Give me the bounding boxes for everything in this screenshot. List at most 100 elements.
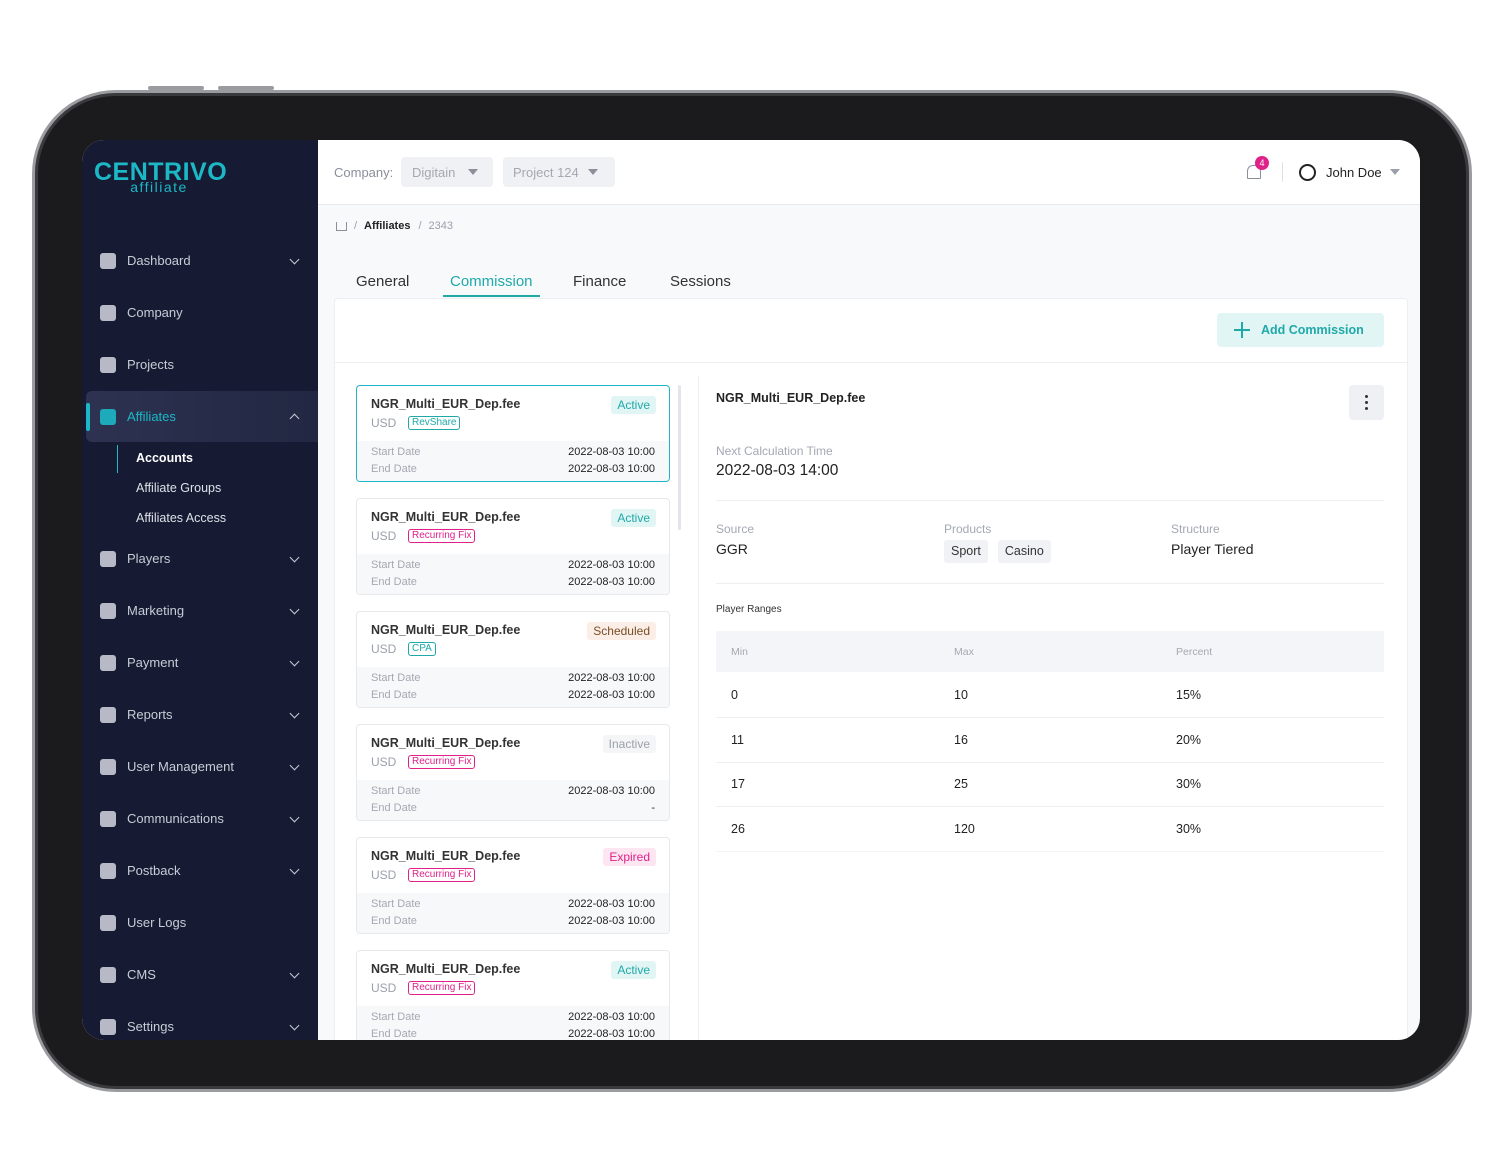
menu-icon xyxy=(100,811,116,827)
table-cell: 25 xyxy=(954,777,968,792)
divider xyxy=(1282,162,1283,182)
menu-item[interactable]: CMS xyxy=(127,967,156,982)
submenu-item[interactable]: Accounts xyxy=(136,451,193,465)
products-label: Products xyxy=(944,522,992,536)
menu-item[interactable]: Company xyxy=(127,305,183,320)
chevron xyxy=(289,552,300,563)
end-label: End Date xyxy=(371,576,417,588)
header xyxy=(318,140,1420,205)
commission-card[interactable]: NGR_Multi_EUR_Dep.fee Expired USD Recurring… xyxy=(356,837,670,934)
chevron xyxy=(289,254,300,265)
end-label: End Date xyxy=(371,915,417,927)
commission-name: NGR_Multi_EUR_Dep.fee xyxy=(371,397,521,411)
end-label: End Date xyxy=(371,1028,417,1040)
tab[interactable]: General xyxy=(356,273,410,290)
menu-item[interactable]: Projects xyxy=(127,357,174,372)
user-icon xyxy=(1299,164,1316,181)
type-tag: Recurring Fix xyxy=(408,868,476,882)
chevron xyxy=(289,604,300,615)
start-label: Start Date xyxy=(371,1011,421,1023)
type-tag: Recurring Fix xyxy=(408,981,476,995)
row-divider xyxy=(716,806,1384,808)
menu-icon xyxy=(100,551,116,567)
commission-name: NGR_Multi_EUR_Dep.fee xyxy=(371,623,521,637)
commission-card[interactable]: NGR_Multi_EUR_Dep.fee Scheduled USD CPA Star… xyxy=(356,611,670,708)
badge: 4 xyxy=(1255,156,1269,170)
submenu-item[interactable]: Affiliates Access xyxy=(136,511,227,525)
more-dot xyxy=(1365,401,1368,404)
start-label: Start Date xyxy=(371,898,421,910)
next-value: 2022-08-03 14:00 xyxy=(716,462,839,479)
menu-icon xyxy=(100,409,116,425)
end-date: 2022-08-03 10:00 xyxy=(568,689,655,701)
tab[interactable]: Finance xyxy=(573,273,627,290)
divider xyxy=(334,362,1408,363)
source-value: GGR xyxy=(716,541,748,557)
table-cell: 17 xyxy=(731,777,745,792)
menu-item[interactable]: Dashboard xyxy=(127,253,191,268)
chevron xyxy=(289,656,300,667)
menu-item[interactable]: Communications xyxy=(127,811,224,826)
status-badge: Inactive xyxy=(602,735,656,753)
column-header: Percent xyxy=(1176,646,1213,658)
commission-card[interactable]: NGR_Multi_EUR_Dep.fee Active USD Recurring … xyxy=(356,950,670,1040)
table-cell: 0 xyxy=(731,688,738,702)
menu-item[interactable]: User Management xyxy=(127,759,234,774)
end-date: 2022-08-03 10:00 xyxy=(568,576,655,588)
menu-icon xyxy=(100,863,116,879)
commission-card[interactable]: NGR_Multi_EUR_Dep.fee Inactive USD Recurrin… xyxy=(356,724,670,821)
product-chip: Sport xyxy=(944,540,988,563)
menu-item[interactable]: Payment xyxy=(127,655,179,670)
type-tag: Recurring Fix xyxy=(408,529,476,543)
commission-name: NGR_Multi_EUR_Dep.fee xyxy=(371,962,521,976)
menu-item[interactable]: Settings xyxy=(127,1019,174,1034)
table-cell: 16 xyxy=(954,732,968,747)
sidebar: CENTRIVO affiliate Dashboard Company Proje… xyxy=(82,140,318,1040)
row-divider xyxy=(716,851,1384,853)
tab-underline xyxy=(443,295,540,297)
user-name[interactable]: John Doe xyxy=(1326,165,1382,180)
menu-item[interactable]: Players xyxy=(127,551,171,566)
table-cell: 11 xyxy=(731,732,744,747)
tab[interactable]: Commission xyxy=(450,273,533,290)
menu-item[interactable]: Reports xyxy=(127,707,173,722)
menu-item[interactable]: Affiliates xyxy=(127,409,176,424)
active-bar xyxy=(86,403,90,431)
bell[interactable] xyxy=(1247,165,1261,179)
card-footer xyxy=(357,554,669,594)
column-header: Min xyxy=(731,646,748,658)
breadcrumb-item[interactable]: Affiliates xyxy=(364,220,411,232)
commission-name: NGR_Multi_EUR_Dep.fee xyxy=(371,736,521,750)
status-badge: Active xyxy=(611,509,656,527)
status-badge: Active xyxy=(611,396,656,414)
menu-item[interactable]: Marketing xyxy=(127,603,185,618)
start-date: 2022-08-03 10:00 xyxy=(568,898,655,910)
tab[interactable]: Sessions xyxy=(670,273,731,290)
card-footer xyxy=(357,1006,669,1040)
table-header xyxy=(716,631,1384,672)
menu-icon xyxy=(100,253,116,269)
currency: USD xyxy=(371,529,397,543)
card-footer xyxy=(357,780,669,820)
menu-item[interactable]: User Logs xyxy=(127,915,187,930)
divider xyxy=(716,500,1384,501)
submenu-line xyxy=(117,445,118,473)
submenu-item[interactable]: Affiliate Groups xyxy=(136,481,222,495)
currency: USD xyxy=(371,868,397,882)
table-cell: 120 xyxy=(954,822,975,837)
menu-item[interactable]: Postback xyxy=(127,863,181,878)
start-date: 2022-08-03 10:00 xyxy=(568,1011,655,1023)
commission-card[interactable]: NGR_Multi_EUR_Dep.fee Active USD Recurring … xyxy=(356,498,670,595)
currency: USD xyxy=(371,642,397,656)
breadcrumb-item: 2343 xyxy=(428,220,453,232)
menu-icon xyxy=(100,357,116,373)
card-footer xyxy=(357,441,669,481)
product-chip: Casino xyxy=(997,540,1051,563)
row-divider xyxy=(716,761,1384,763)
start-label: Start Date xyxy=(371,446,421,458)
commission-card[interactable]: NGR_Multi_EUR_Dep.fee Active USD RevShare St… xyxy=(356,385,670,482)
start-date: 2022-08-03 10:00 xyxy=(568,672,655,684)
chevron xyxy=(289,812,300,823)
row-divider xyxy=(716,717,1384,718)
